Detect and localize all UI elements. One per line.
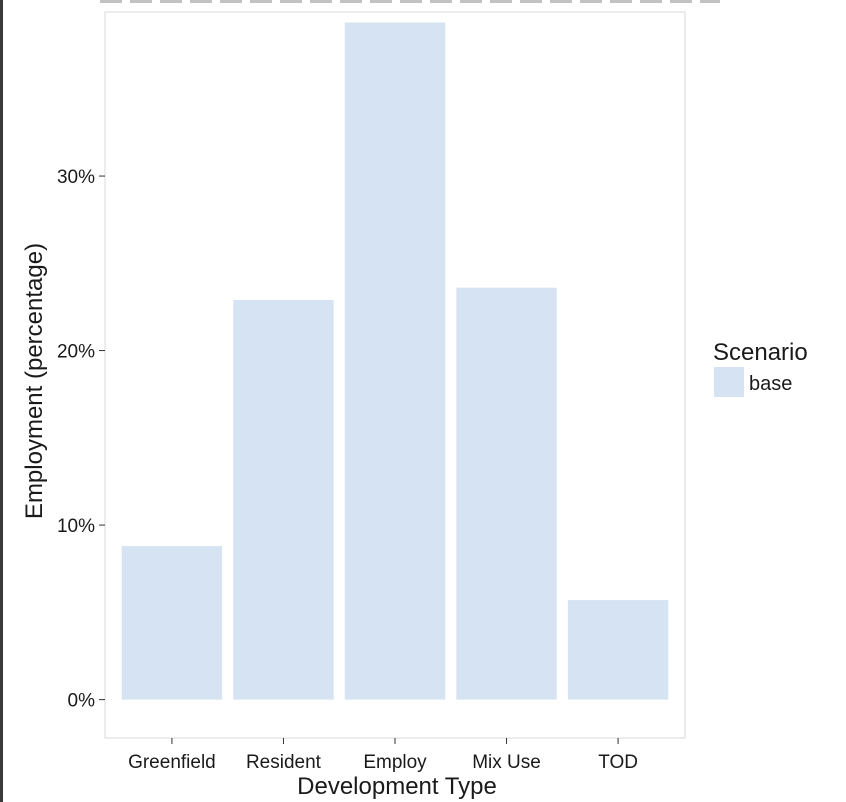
y-tick-label: 20% xyxy=(57,342,95,363)
x-tick-label: Greenfield xyxy=(128,752,216,773)
bar-mix-use xyxy=(456,287,557,700)
y-axis: 0% 10% 20% 30% xyxy=(57,167,105,712)
y-tick-label: 0% xyxy=(68,691,96,712)
x-tick-label: TOD xyxy=(598,752,638,773)
bar-greenfield xyxy=(121,546,223,700)
x-tick-label: Resident xyxy=(246,752,322,773)
x-axis-label: Development Type xyxy=(297,773,497,800)
legend-label-base: base xyxy=(749,373,792,395)
x-axis: Greenfield Resident Employ Mix Use TOD xyxy=(128,738,638,773)
bars-group xyxy=(121,22,669,700)
y-axis-label: Employment (percentage) xyxy=(21,243,48,519)
y-tick-label: 30% xyxy=(57,167,95,188)
bar-tod xyxy=(567,600,669,700)
legend: Scenario base xyxy=(713,339,808,397)
image-left-border xyxy=(0,0,3,802)
y-tick-label: 10% xyxy=(57,516,95,537)
legend-title: Scenario xyxy=(713,339,808,366)
cropped-title-fragment xyxy=(100,0,720,3)
x-tick-label: Mix Use xyxy=(472,752,541,773)
bar-employ xyxy=(344,22,446,700)
x-tick-label: Employ xyxy=(363,752,427,773)
legend-key-base xyxy=(714,367,744,397)
bar-resident xyxy=(233,299,334,700)
